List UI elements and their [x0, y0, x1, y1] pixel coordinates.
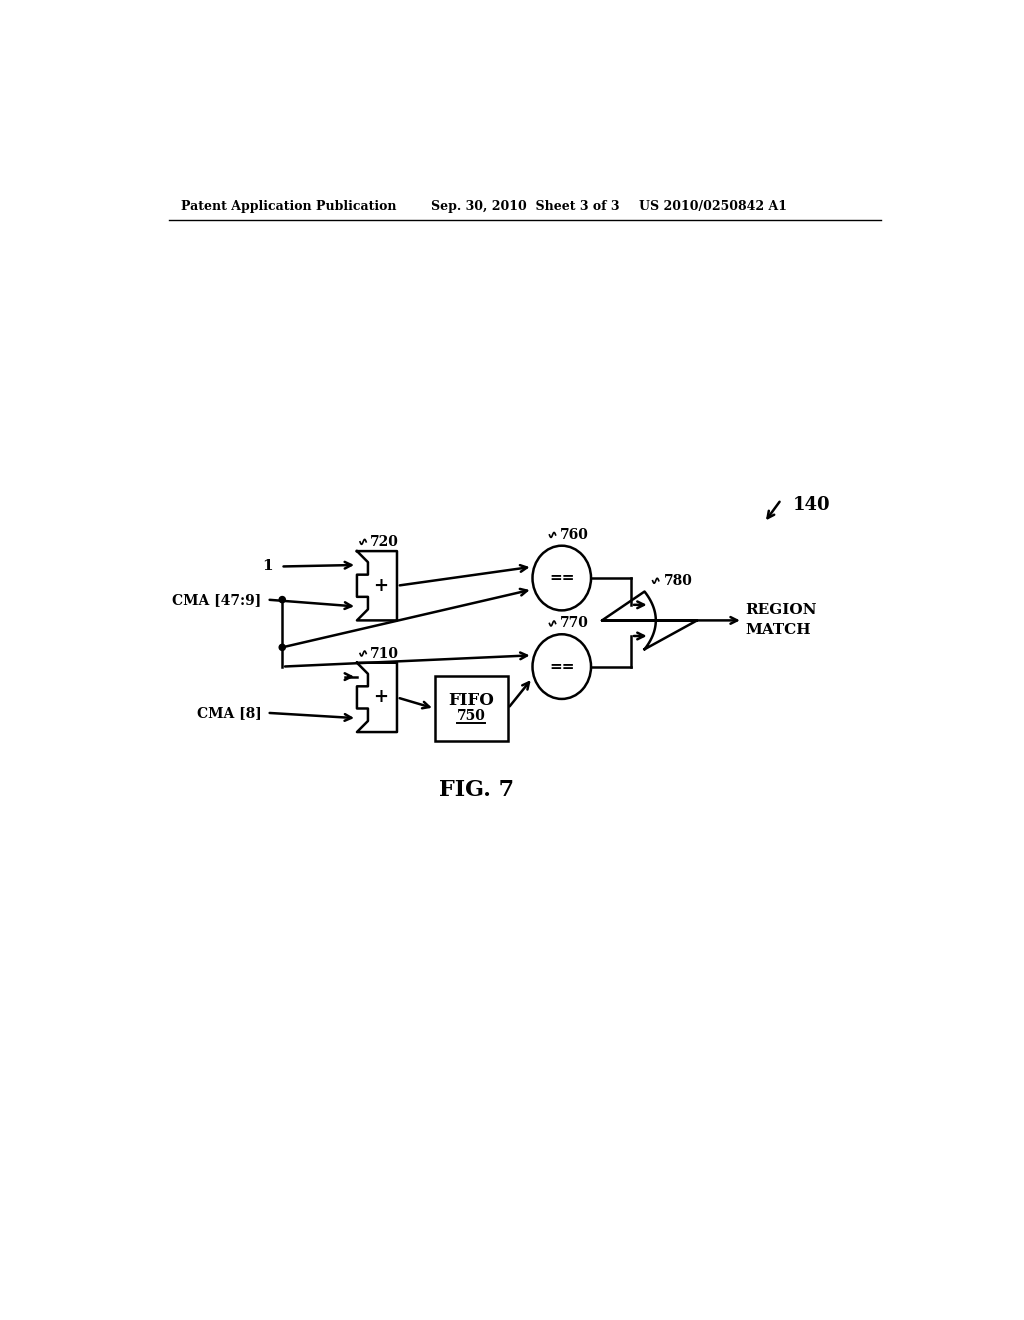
Text: 720: 720: [370, 535, 399, 549]
Text: FIG. 7: FIG. 7: [439, 779, 515, 801]
Circle shape: [280, 644, 286, 651]
Text: MATCH: MATCH: [745, 623, 811, 638]
Text: ==: ==: [549, 572, 574, 585]
Text: 1: 1: [262, 560, 273, 573]
Polygon shape: [602, 591, 697, 649]
Bar: [435, 676, 508, 742]
Text: 770: 770: [559, 616, 589, 631]
Text: 780: 780: [664, 574, 692, 587]
Text: Patent Application Publication: Patent Application Publication: [180, 201, 396, 214]
Text: ==: ==: [549, 660, 574, 673]
Text: +: +: [374, 577, 388, 595]
Text: REGION: REGION: [745, 603, 816, 618]
Text: +: +: [374, 689, 388, 706]
Text: CMA [47:9]: CMA [47:9]: [172, 593, 261, 607]
Text: 750: 750: [457, 709, 485, 723]
Text: 760: 760: [559, 528, 589, 543]
Ellipse shape: [532, 545, 591, 610]
Text: Sep. 30, 2010  Sheet 3 of 3: Sep. 30, 2010 Sheet 3 of 3: [431, 201, 620, 214]
Circle shape: [280, 597, 286, 603]
Text: FIFO: FIFO: [449, 693, 495, 709]
Text: 710: 710: [370, 647, 399, 660]
Ellipse shape: [532, 635, 591, 700]
Text: CMA [8]: CMA [8]: [197, 706, 261, 719]
Text: US 2010/0250842 A1: US 2010/0250842 A1: [639, 201, 786, 214]
Text: 140: 140: [793, 496, 830, 513]
